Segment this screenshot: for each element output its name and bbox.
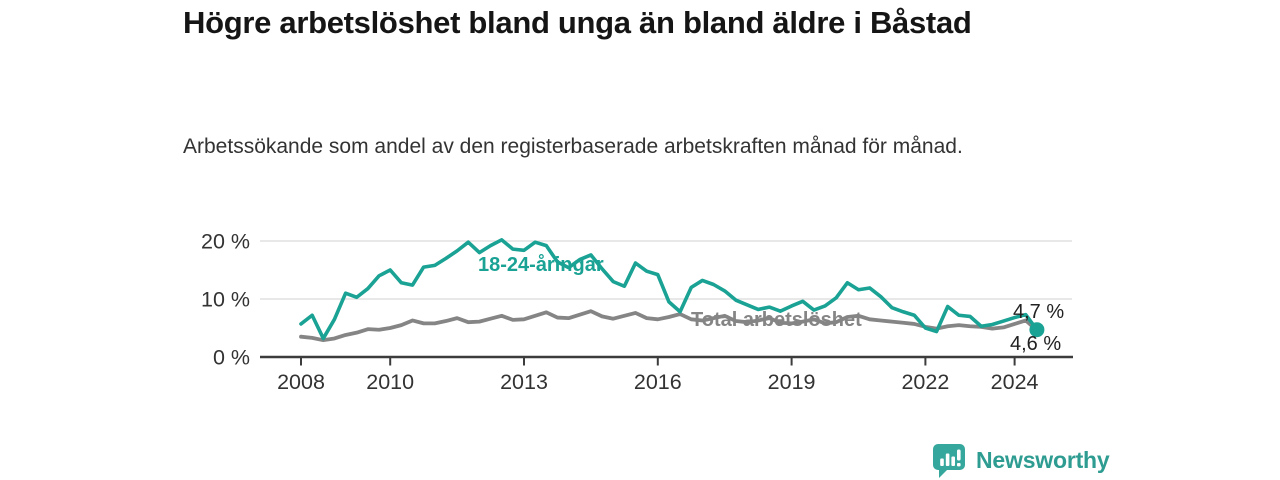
end-value-total: 4,6 % [1010, 333, 1062, 355]
series-line-18-24-åringar [299, 238, 1039, 341]
series-label-total: Total arbetslöshet [691, 309, 862, 331]
y-axis-tick-label: 0 % [213, 346, 250, 370]
series-end-dot [1029, 322, 1045, 338]
newsworthy-logo[interactable]: Newsworthy [931, 442, 1110, 478]
bar-chart-bubble-icon [933, 444, 965, 478]
x-axis-tick-label: 2010 [366, 370, 414, 394]
y-axis-tick-label: 20 % [201, 230, 250, 254]
x-axis-tick-label: 2008 [277, 370, 325, 394]
page-subtitle: Arbetssökande som andel av den registerb… [183, 135, 963, 158]
y-axis-tick-label: 10 % [201, 288, 250, 312]
x-axis-tick-label: 2022 [901, 370, 949, 394]
x-axis-tick-label: 2013 [500, 370, 548, 394]
x-axis-tick-label: 2016 [634, 370, 682, 394]
series-label-youth: 18-24-åringar [478, 254, 604, 276]
end-value-youth: 4,7 % [1013, 301, 1065, 323]
series-line-Total arbetslöshet [299, 309, 1039, 343]
newsworthy-brand-text: Newsworthy [976, 446, 1110, 473]
page-title: Högre arbetslöshet bland unga än bland ä… [183, 5, 972, 40]
x-axis-tick-label: 2019 [768, 370, 816, 394]
x-axis-tick-label: 2024 [991, 370, 1039, 394]
